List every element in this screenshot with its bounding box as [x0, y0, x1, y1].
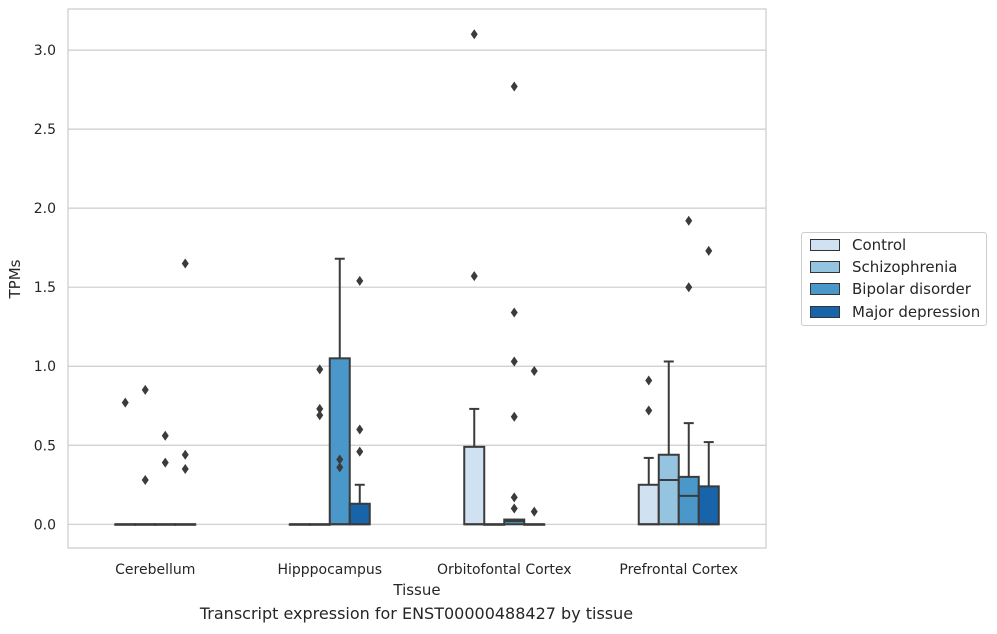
outlier-point — [470, 29, 478, 40]
box-3-3 — [697, 245, 720, 526]
outlier-point — [510, 81, 518, 92]
outlier-point — [510, 503, 518, 514]
box-1-0 — [134, 384, 157, 526]
outlier-point — [685, 282, 693, 293]
outlier-point — [336, 454, 344, 465]
box-1-3 — [657, 360, 680, 526]
outlier-point — [316, 403, 324, 414]
legend-label-major-depression: Major depression — [852, 303, 981, 321]
x-axis-label: Tissue — [392, 581, 440, 599]
box-2-1 — [328, 257, 351, 526]
legend-swatch-bipolar-disorder — [810, 283, 840, 295]
y-tick-label: 2.5 — [34, 122, 56, 138]
legend-item-schizophrenia: Schizophrenia — [810, 257, 957, 277]
box-body — [463, 445, 486, 526]
outlier-point — [141, 475, 149, 486]
outlier-point — [510, 356, 518, 367]
box-0-3 — [637, 375, 660, 526]
box-3-0 — [174, 258, 197, 526]
box-marks — [114, 29, 720, 526]
box-body — [657, 453, 680, 526]
box-0-0 — [114, 397, 137, 526]
x-axis-ticks: Cerebellum Hipppocampus Orbitofontal Corte… — [115, 562, 738, 578]
box-2-2 — [503, 81, 526, 526]
outlier-point — [645, 405, 653, 416]
outlier-point — [121, 397, 129, 408]
y-tick-label: 2.0 — [34, 201, 56, 217]
box-body — [637, 483, 660, 526]
box-body — [328, 357, 351, 526]
outlier-point — [181, 258, 189, 269]
box-0-1 — [288, 523, 311, 526]
y-axis-ticks: 0.0 0.5 1.0 1.5 2.0 2.5 3.0 — [34, 43, 56, 533]
outlier-point — [316, 410, 324, 421]
legend-item-control: Control — [810, 235, 906, 255]
box-0-2 — [463, 29, 486, 526]
y-axis-label: TPMs — [6, 259, 24, 299]
legend-item-major-depression: Major depression — [810, 302, 980, 322]
outlier-point — [141, 384, 149, 395]
legend-swatch-control — [810, 239, 840, 251]
outlier-point — [161, 457, 169, 468]
plot-area — [67, 8, 767, 549]
outlier-point — [530, 506, 538, 517]
x-tick-label: Orbitofontal Cortex — [437, 562, 572, 578]
box-2-3 — [677, 215, 700, 526]
y-tick-label: 1.0 — [34, 359, 56, 375]
outlier-point — [510, 492, 518, 503]
y-tick-label: 0.5 — [34, 438, 56, 454]
y-tick-label: 0.0 — [34, 517, 56, 533]
outlier-point — [336, 462, 344, 473]
box-2-0 — [154, 430, 177, 526]
y-tick-label: 1.5 — [34, 280, 56, 296]
outlier-point — [356, 446, 364, 457]
box-3-2 — [523, 365, 546, 526]
legend-swatch-schizophrenia — [810, 261, 840, 273]
x-tick-label: Cerebellum — [115, 562, 195, 578]
outlier-point — [181, 449, 189, 460]
outlier-point — [161, 430, 169, 441]
outlier-point — [510, 307, 518, 318]
box-body — [348, 502, 371, 526]
outlier-point — [530, 365, 538, 376]
legend-label-bipolar-disorder: Bipolar disorder — [852, 280, 971, 298]
x-tick-label: Prefrontal Cortex — [619, 562, 738, 578]
box-1-1 — [308, 364, 331, 526]
legend: Control Schizophrenia Bipolar disorder M… — [801, 232, 987, 326]
legend-item-bipolar-disorder: Bipolar disorder — [810, 279, 971, 299]
box-3-1 — [348, 275, 371, 526]
legend-swatch-major-depression — [810, 306, 840, 318]
box-body — [697, 485, 720, 526]
gridlines — [68, 49, 766, 525]
outlier-point — [510, 411, 518, 422]
outlier-point — [470, 271, 478, 282]
y-tick-label: 3.0 — [34, 43, 56, 59]
outlier-point — [685, 215, 693, 226]
box-1-2 — [483, 523, 506, 526]
outlier-point — [356, 275, 364, 286]
outlier-point — [645, 375, 653, 386]
outlier-point — [356, 424, 364, 435]
legend-label-control: Control — [852, 236, 907, 254]
outlier-point — [181, 463, 189, 474]
legend-label-schizophrenia: Schizophrenia — [852, 258, 958, 276]
outlier-point — [316, 364, 324, 375]
outlier-point — [705, 245, 713, 256]
figure-caption: Transcript expression for ENST0000048842… — [199, 604, 634, 623]
x-tick-label: Hipppocampus — [277, 562, 382, 578]
box-body — [677, 475, 700, 526]
